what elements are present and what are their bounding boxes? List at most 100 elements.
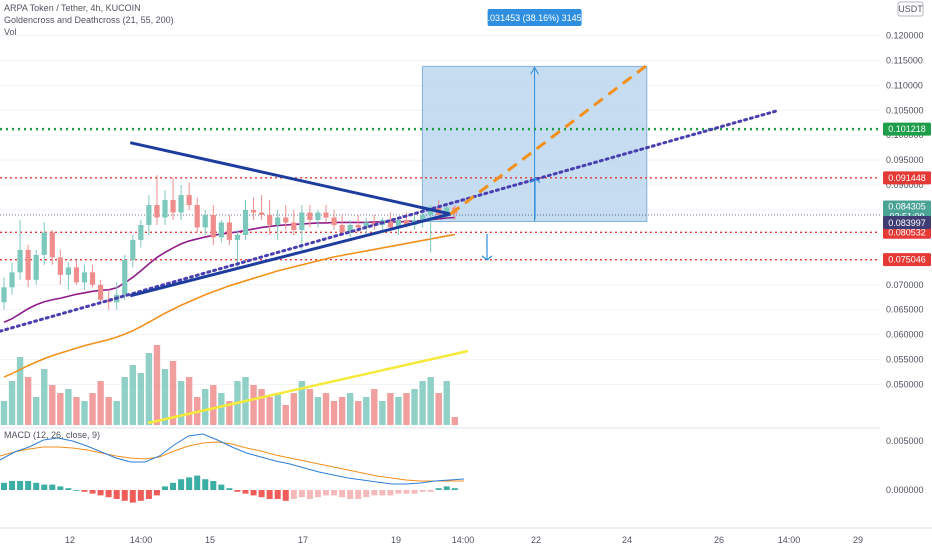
candle-body [355,224,361,228]
volume-bar [153,345,161,425]
level-price-tag: 0.080532 [883,225,931,239]
candle-body [138,224,144,240]
time-tick-label: 22 [531,535,541,545]
measure-arrow-head [530,66,540,75]
macd-pane [0,427,880,503]
volume-bar [443,381,450,425]
volume-bar [177,381,185,425]
candle-body [89,272,96,285]
price-tag-text: 0.075046 [888,255,926,265]
candle-body [299,212,305,230]
symbol-legend[interactable]: ARPA Token / Tether, 4h, KUCOIN [4,3,141,13]
macd-histogram-bar [371,490,378,496]
volume-bar [24,377,32,425]
last-price-text: 0.084305 [888,201,926,211]
price-tick-label: 0.090000 [886,180,924,190]
target-price-tag: 0.101218 [883,122,931,136]
macd-histogram-bar [97,490,104,496]
candle-body [315,212,321,220]
candle-body [395,219,402,228]
macd-histogram-bar [323,490,329,496]
volume-bar [89,393,96,425]
candle-body [218,222,224,238]
volume-bar [435,393,442,425]
candle-body [242,210,249,235]
horizontal-levels[interactable] [0,127,880,261]
volume-bar [73,397,80,425]
candle-body [234,234,241,240]
level-price-tag-bg [883,225,931,239]
macd-histogram-bar [331,490,338,496]
volume-bar [290,393,297,425]
volume-bar [306,389,314,425]
macd-histogram-bar [411,490,418,494]
macd-histogram-bar [105,490,112,498]
volume-bar [330,401,338,425]
macd-histogram-bar [347,490,354,499]
macd-line [0,433,465,485]
volume-bar [129,365,136,425]
volume-bar [33,397,40,425]
macd-histogram-bar [137,490,144,501]
volume-bar [379,401,386,425]
volume-bar [258,389,265,425]
time-tick-label: 12 [65,535,75,545]
macd-histogram-bar [242,490,249,494]
trend-drawings[interactable] [0,64,781,333]
currency-badge-text: USDT [898,4,923,14]
volume-bar [274,393,281,425]
candle-body [194,205,200,228]
macd-histogram-bar [89,490,96,494]
projection-dotted-line [0,108,781,333]
macd-histogram-bar [314,490,321,498]
volume-bar [0,401,8,425]
level-price-tag: 0.091448 [883,171,931,185]
volume-bar [419,381,426,425]
level-price-tag: 0.075046 [883,253,931,267]
macd-histogram-bar [113,490,120,499]
price-tick-label: 0.105000 [886,105,924,115]
indicator-legend[interactable]: Goldencross and Deathcross (21, 55, 200) [4,15,174,25]
macd-histogram-bar [81,490,88,492]
level-price-tag-bg [883,171,931,185]
price-axis[interactable]: 0.1200000.1150000.1100000.1050000.100000… [880,0,932,550]
volume-bar [266,397,273,425]
macd-histogram-bar [266,490,273,499]
level-price-tag-bg [883,253,931,267]
time-axis[interactable]: 12 14:00 15 17 19 14:00 22 24 26 14:00 29 [0,527,932,545]
macd-histogram-bar [226,488,233,490]
time-tick-label: 19 [391,535,401,545]
macd-histogram-bar [41,484,48,490]
volume-bar [226,401,233,425]
time-tick-label: 14:00 [452,535,475,545]
volume-bar [322,393,330,425]
macd-histogram-bar [274,490,281,499]
macd-histogram-bar [210,481,217,490]
macd-histogram-bar [443,486,450,490]
price-tag-text: 0.091448 [888,173,926,183]
volume-bar [403,393,410,425]
price-tag-text: 0.080532 [888,227,926,237]
candle-body [250,210,257,213]
macd-tick-label: 0.000000 [886,485,924,495]
target-price-tag-bg [883,122,931,136]
macd-histogram-bar [202,479,209,490]
time-tick-label: 29 [853,535,863,545]
volume-legend[interactable]: Vol [4,27,17,37]
candle-body [65,267,71,275]
time-tick-label: 15 [205,535,215,545]
time-tick-label: 14:00 [130,535,153,545]
macd-histogram-bar [49,484,56,490]
volume-bar [65,389,72,425]
macd-histogram-bar [33,482,40,490]
ema55-line [3,233,455,378]
candle-body [323,212,329,218]
macd-legend[interactable]: MACD (12, 26, close, 9) [4,430,101,440]
macd-histogram-bar [170,482,177,490]
price-tick-label: 0.110000 [886,80,923,90]
macd-histogram-bar [282,490,289,501]
volume-bar [218,393,225,425]
volume-bar [57,393,64,425]
macd-histogram-bar [234,490,241,492]
